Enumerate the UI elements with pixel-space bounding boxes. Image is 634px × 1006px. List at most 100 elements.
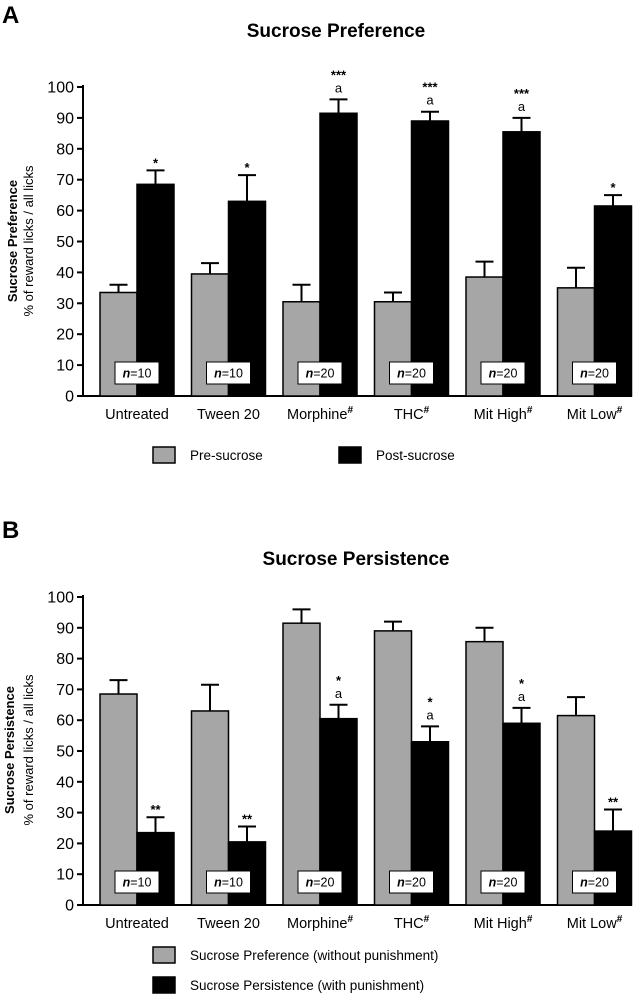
panel-b-n-box bbox=[572, 870, 617, 894]
panel-a-bar-post bbox=[502, 131, 541, 397]
panel-a-y-tick-label: 60 bbox=[56, 203, 74, 220]
panel-a-y-tick-label: 100 bbox=[47, 80, 74, 97]
panel-b-bar-pre bbox=[282, 622, 321, 906]
panel-a-n-label: n=10 bbox=[214, 367, 243, 381]
panel-b-n-box bbox=[206, 870, 251, 894]
panel-a-y-tick-label: 10 bbox=[56, 358, 74, 375]
panel-a-letter: A bbox=[2, 2, 19, 29]
panel-b-sig-stars: ** bbox=[608, 795, 619, 810]
panel-b-legend-label: Sucrose Persistence (with punishment) bbox=[190, 978, 424, 993]
panel-b-bar-pre bbox=[99, 693, 138, 906]
panel-a-bar-post bbox=[319, 112, 358, 397]
panel-a-legend-swatch bbox=[338, 446, 362, 464]
panel-b-bar-post bbox=[136, 831, 175, 906]
panel-a-sig-stars: *** bbox=[514, 86, 530, 101]
panel-a-y-tick-label: 30 bbox=[56, 296, 74, 313]
panel-a-category-label: Morphine# bbox=[287, 405, 353, 423]
panel-b-ylabel-2: % of reward licks / all licks bbox=[21, 674, 36, 825]
panel-b-legend-label: Sucrose Preference (without punishment) bbox=[190, 948, 438, 963]
panel-b-n-label: n=10 bbox=[214, 876, 243, 890]
panel-a-title: Sucrose Preference bbox=[247, 21, 426, 42]
panel-b-sig-letter: a bbox=[518, 689, 526, 704]
panel-b-sig-letter: a bbox=[426, 707, 434, 722]
panel-b-category-label: THC# bbox=[394, 914, 430, 932]
panel-a-y-tick-label: 90 bbox=[56, 110, 74, 127]
panel-b-n-label: n=20 bbox=[306, 876, 335, 890]
panel-b-sig-letter: a bbox=[335, 686, 343, 701]
panel-b-sig-stars: * bbox=[519, 676, 525, 691]
panel-b-y-tick-label: 100 bbox=[47, 590, 74, 607]
panel-a-category-label: Mit High# bbox=[474, 405, 533, 423]
panel-b-y-tick-label: 80 bbox=[56, 651, 74, 668]
panel-a-n-label: n=20 bbox=[580, 367, 609, 381]
panel-b-n-label: n=20 bbox=[580, 876, 609, 890]
panel-a-n-box bbox=[480, 361, 526, 385]
panel-a-y-tick-label: 80 bbox=[56, 141, 74, 158]
panel-a-category-label: Tween 20 bbox=[197, 407, 260, 423]
panel-a-n-box bbox=[572, 361, 617, 385]
panel-a-legend-swatch bbox=[152, 446, 176, 464]
panel-a-y-tick-label: 70 bbox=[56, 172, 74, 189]
panel-b-sig-stars: ** bbox=[242, 811, 253, 826]
panel-b-y-tick-label: 0 bbox=[65, 898, 74, 915]
panel-a-sig-letter: a bbox=[426, 93, 434, 108]
panel-a-sig-stars: * bbox=[153, 155, 159, 170]
panel-b-y-tick-label: 40 bbox=[56, 774, 74, 791]
panel-b-n-label: n=20 bbox=[397, 876, 426, 890]
panel-b-legend: Sucrose Preference (without punishment) S… bbox=[152, 946, 438, 994]
panel-a-legend-label: Post-sucrose bbox=[376, 448, 455, 463]
panel-a-y-tick-label: 40 bbox=[56, 265, 74, 282]
panel-b-y-tick-label: 10 bbox=[56, 867, 74, 884]
panel-b-category-label: Mit Low# bbox=[567, 914, 623, 932]
panel-a-n-label: n=10 bbox=[123, 367, 152, 381]
panel-b-y-tick-label: 70 bbox=[56, 682, 74, 699]
panel-b-plot: 0 10 20 30 40 50 60 70 80 90 100 n=10 Untreated n=10 T… bbox=[47, 590, 633, 932]
panel-b-n-box bbox=[114, 870, 160, 894]
panel-a-legend-label: Pre-sucrose bbox=[190, 448, 263, 463]
panel-a-bar-post bbox=[136, 183, 175, 397]
panel-b-category-label: Tween 20 bbox=[197, 916, 260, 932]
panel-a-ylabel-1: Sucrose Preference bbox=[5, 180, 20, 302]
panel-b-n-box bbox=[389, 870, 434, 894]
panel-a-y-tick-label: 0 bbox=[65, 389, 74, 406]
panel-b-ylabel-1: Sucrose Persistence bbox=[2, 686, 17, 814]
panel-a-n-label: n=20 bbox=[397, 367, 426, 381]
panel-a-n-box bbox=[114, 361, 160, 385]
panel-b-n-box bbox=[297, 870, 343, 894]
panel-a-y-tick-label: 20 bbox=[56, 327, 74, 344]
panel-a-bar-post bbox=[410, 120, 450, 397]
panel-a-n-box bbox=[389, 361, 434, 385]
panel-a-n-label: n=20 bbox=[306, 367, 335, 381]
panel-b-legend-swatch bbox=[152, 946, 176, 964]
panel-a-sig-stars: * bbox=[244, 160, 250, 175]
panel-b-sig-stars: ** bbox=[150, 802, 161, 817]
panel-a-sig-letter: a bbox=[518, 99, 526, 114]
panel-a-n-box bbox=[206, 361, 251, 385]
panel-a-sig-stars: * bbox=[610, 180, 616, 195]
panel-a-n-label: n=20 bbox=[489, 367, 518, 381]
panel-b-sig-stars: * bbox=[427, 694, 433, 709]
panel-b-bar-pre bbox=[373, 630, 413, 906]
panel-b-category-label: Untreated bbox=[105, 916, 169, 932]
panel-a-sig-letter: a bbox=[335, 80, 343, 95]
panel-b-sig-stars: * bbox=[336, 673, 342, 688]
panel-a-n-box bbox=[297, 361, 343, 385]
panel-b-n-box bbox=[480, 870, 526, 894]
panel-a-category-label: THC# bbox=[394, 405, 430, 423]
panel-a-sig-stars: *** bbox=[422, 80, 438, 95]
panel-a-category-label: Mit Low# bbox=[567, 405, 623, 423]
panel-a-y-tick-label: 50 bbox=[56, 234, 74, 251]
panel-b-y-tick-label: 50 bbox=[56, 744, 74, 761]
panel-a-category-label: Untreated bbox=[105, 407, 169, 423]
panel-a-sig-stars: *** bbox=[331, 67, 347, 82]
panel-b-bar-pre bbox=[465, 640, 504, 906]
panel-a-plot: 0 10 20 30 40 50 60 70 80 90 100 n=10 Untreated n=10 T… bbox=[47, 67, 633, 423]
panel-b-legend-swatch bbox=[152, 976, 176, 994]
panel-b-y-tick-label: 60 bbox=[56, 713, 74, 730]
panel-b-n-label: n=20 bbox=[489, 876, 518, 890]
panel-b-letter: B bbox=[2, 517, 19, 544]
panel-b-y-tick-label: 30 bbox=[56, 805, 74, 822]
panel-a-legend: Pre-sucrose Post-sucrose bbox=[152, 446, 455, 464]
panel-b-y-tick-label: 90 bbox=[56, 620, 74, 637]
